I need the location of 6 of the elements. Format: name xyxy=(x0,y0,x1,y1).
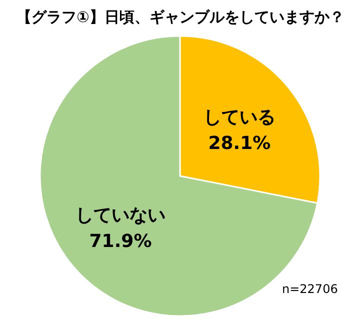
text: n=22706 xyxy=(282,282,338,296)
data-label: 28.1% xyxy=(208,133,271,154)
chart-title: 【グラフ①】日頃、ギャンブルをしていますか？ xyxy=(16,8,344,26)
data-label: 71.9% xyxy=(89,230,152,252)
slice-label: している xyxy=(203,107,276,128)
slice-label: していない xyxy=(76,204,166,226)
